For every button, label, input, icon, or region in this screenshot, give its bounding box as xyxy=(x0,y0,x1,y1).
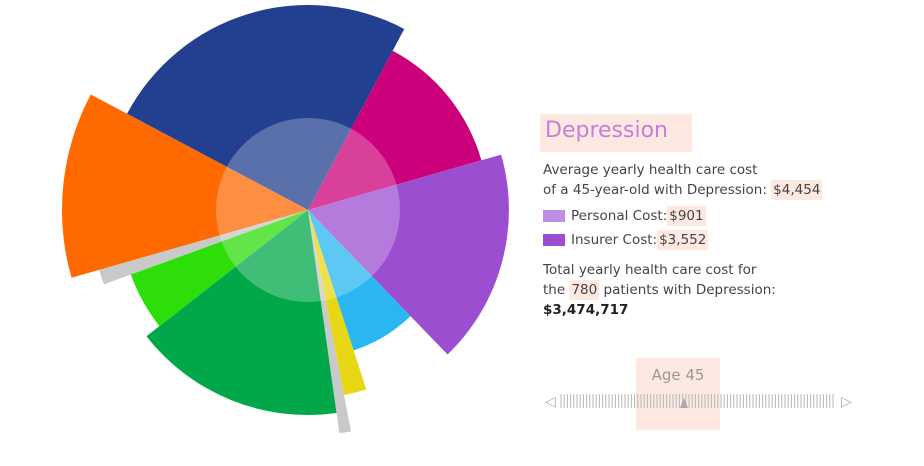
patient-count: 780 xyxy=(569,280,600,300)
sector-0[interactable] xyxy=(126,5,405,210)
desc-line-2-prefix: of a 45-year-old with Depression: xyxy=(543,182,772,198)
personal-swatch xyxy=(543,210,565,222)
average-cost-value: $4,454 xyxy=(771,180,823,200)
sector-1[interactable] xyxy=(308,50,482,211)
slider-ticks[interactable] xyxy=(560,394,834,408)
desc-line-1: Average yearly health care cost xyxy=(543,162,758,178)
sector-3[interactable] xyxy=(308,210,411,351)
total-suffix: patients with Depression: xyxy=(599,282,776,298)
slider-handle-icon[interactable] xyxy=(680,398,688,408)
desc-line-2: of a 45-year-old with Depression: $4,454 xyxy=(543,180,873,200)
sector-7[interactable] xyxy=(130,210,308,327)
total-line-1: Total yearly health care cost for xyxy=(543,262,757,278)
age-slider-highlight xyxy=(636,358,720,430)
sector-5[interactable] xyxy=(308,210,352,434)
sector-8[interactable] xyxy=(99,210,309,285)
total-prefix: the xyxy=(543,282,570,298)
personal-label: Personal Cost: xyxy=(571,208,668,224)
total-line-2: the 780 patients with Depression: xyxy=(543,280,873,300)
age-slider-label: Age 45 xyxy=(651,366,705,384)
sector-4[interactable] xyxy=(308,210,367,396)
sector-6[interactable] xyxy=(146,210,337,415)
slider-right-arrow[interactable]: ▷ xyxy=(841,394,852,410)
age-slider[interactable]: ◁ ▷ xyxy=(545,390,855,414)
total-cost-text: Total yearly health care cost for the 78… xyxy=(543,260,873,320)
personal-value: $901 xyxy=(667,206,706,226)
insurer-value: $3,552 xyxy=(657,230,709,250)
sector-2[interactable] xyxy=(308,154,509,355)
condition-title: Depression xyxy=(545,118,668,143)
total-cost-value: $3,474,717 xyxy=(543,302,629,318)
legend-insurer: Insurer Cost: $3,552 xyxy=(543,230,709,250)
legend-personal: Personal Cost: $901 xyxy=(543,206,706,226)
average-cost-text: Average yearly health care cost of a 45-… xyxy=(543,160,873,200)
insurer-label: Insurer Cost: xyxy=(571,232,658,248)
insurer-swatch xyxy=(543,234,565,246)
title-highlight xyxy=(540,114,692,152)
inner-highlight-circle xyxy=(216,118,400,302)
sector-9[interactable] xyxy=(62,94,308,278)
condition-rose-chart[interactable] xyxy=(0,0,530,466)
slider-left-arrow[interactable]: ◁ xyxy=(545,394,556,410)
